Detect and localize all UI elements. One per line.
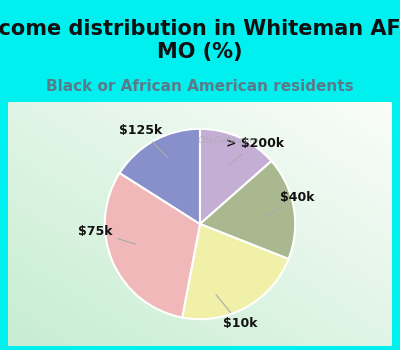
Text: $75k: $75k <box>78 225 136 244</box>
Text: $40k: $40k <box>264 191 314 218</box>
Text: Black or African American residents: Black or African American residents <box>46 79 354 93</box>
Text: CityData.com: CityData.com <box>198 136 259 145</box>
Text: $10k: $10k <box>216 295 257 330</box>
Wedge shape <box>120 129 200 224</box>
Text: Income distribution in Whiteman AFB,
MO (%): Income distribution in Whiteman AFB, MO … <box>0 19 400 62</box>
Wedge shape <box>200 129 272 224</box>
Wedge shape <box>105 173 200 317</box>
Wedge shape <box>200 161 295 259</box>
Text: $125k: $125k <box>119 124 168 157</box>
Text: > $200k: > $200k <box>226 136 284 165</box>
Wedge shape <box>182 224 288 319</box>
